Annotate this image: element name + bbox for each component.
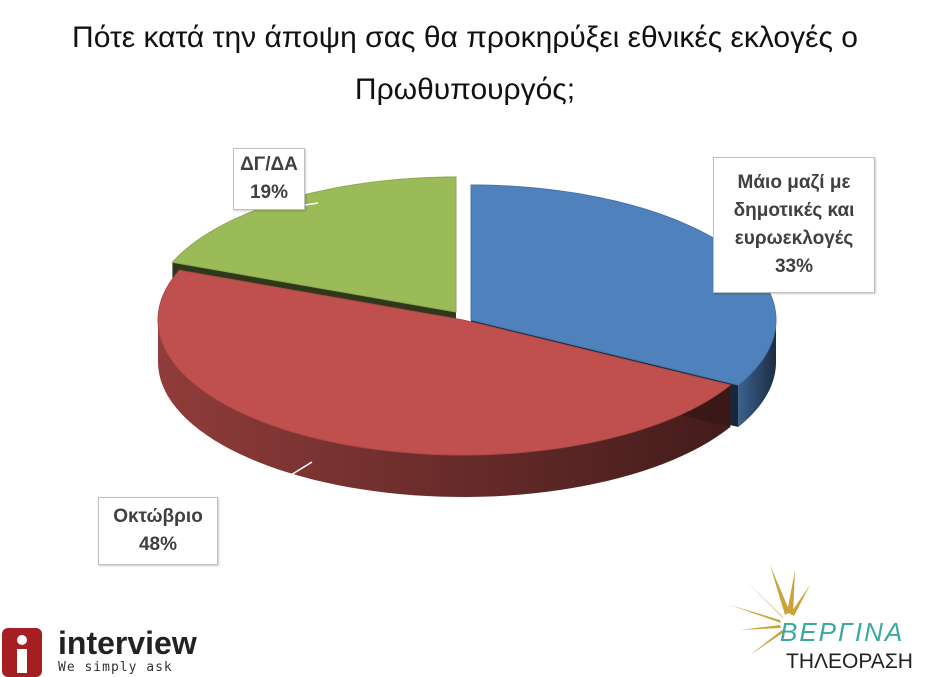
leader-line (217, 461, 313, 521)
label-category: Οκτώβριο (113, 506, 203, 527)
label-category: ΔΓ/ΔΑ (240, 154, 298, 175)
pie-slice (157, 269, 732, 456)
vergina-subtitle: ΤΗΛΕΟΡΑΣΗ (786, 650, 913, 673)
interview-logo: interview (58, 625, 197, 661)
interview-tagline: We simply ask (58, 660, 173, 675)
data-label: ΔΓ/ΔΑ 19% (233, 148, 305, 210)
vergina-sun (730, 565, 810, 655)
interview-icon-dot (17, 635, 27, 645)
label-category: Μάιο μαζί με δημοτικές και ευρωεκλογές (733, 172, 855, 249)
vergina-logo: ΒΕΡΓΙΝΑ (780, 617, 905, 647)
slice-side (158, 320, 731, 497)
interview-icon-bar (17, 649, 27, 673)
label-value: 33% (774, 256, 814, 277)
chart-title: Πότε κατά την άποψη σας θα προκηρύξει εθ… (72, 21, 858, 106)
data-label: Μάιο μαζί με δημοτικές και ευρωεκλογές 33… (713, 157, 875, 293)
label-value: 48% (138, 534, 178, 555)
label-value: 19% (249, 182, 289, 203)
leader-line (304, 202, 319, 206)
data-label: Οκτώβριο 48% (98, 497, 218, 565)
slice-tops (157, 176, 777, 456)
slice-side (738, 320, 776, 428)
